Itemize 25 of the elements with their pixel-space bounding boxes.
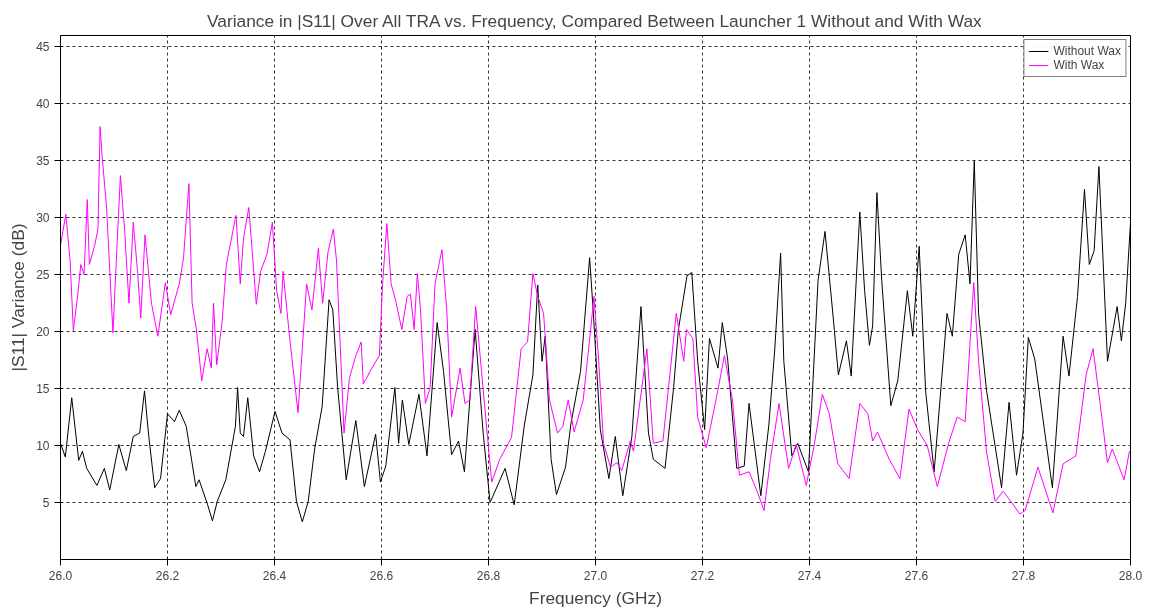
- x-tick-label: 26.2: [155, 568, 180, 583]
- x-tick-label: 26.0: [48, 568, 73, 583]
- x-tick-label: 26.4: [262, 568, 287, 583]
- y-tick-label: 5: [42, 496, 50, 511]
- legend-label: Without Wax: [1053, 44, 1121, 58]
- y-tick-label: 40: [36, 97, 50, 112]
- x-axis-title: Frequency (GHz): [529, 587, 662, 608]
- x-tick-label: 27.0: [583, 568, 608, 583]
- y-tick-label: 15: [36, 382, 50, 397]
- chart-title: Variance in |S11| Over All TRA vs. Frequency, Compared Between Launcher 1 Without and With Wax: [207, 10, 983, 31]
- y-tick-label: 30: [36, 211, 50, 226]
- x-tick-label: 27.4: [797, 568, 822, 583]
- y-tick-label: 10: [36, 439, 50, 454]
- y-tick-label: 45: [36, 40, 50, 55]
- y-tick-label: 35: [36, 154, 50, 169]
- x-tick-label: 26.6: [369, 568, 394, 583]
- x-tick-label: 26.8: [476, 568, 501, 583]
- y-tick-label: 20: [36, 325, 50, 340]
- x-tick-label: 27.6: [904, 568, 929, 583]
- y-axis-title: |S11| Variance (dB): [8, 223, 29, 372]
- x-tick-label: 27.2: [690, 568, 715, 583]
- y-tick-label: 25: [36, 268, 50, 283]
- x-tick-label: 28.0: [1118, 568, 1143, 583]
- x-tick-label: 27.8: [1011, 568, 1036, 583]
- legend-label: With Wax: [1053, 58, 1105, 72]
